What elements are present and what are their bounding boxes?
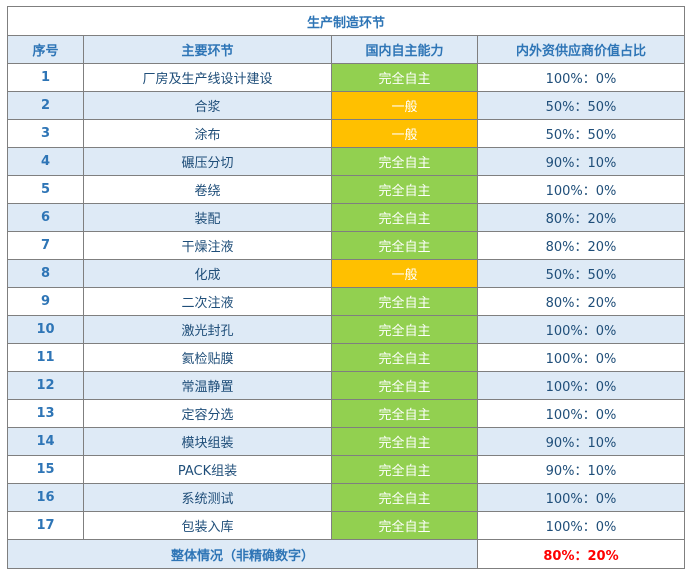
table-header-row: 序号 主要环节 国内自主能力 内外资供应商价值占比	[7, 35, 686, 64]
cell-ability: 一般	[331, 259, 478, 288]
cell-step: 定容分选	[83, 399, 332, 428]
cell-no: 7	[7, 231, 84, 260]
cell-ability: 完全自主	[331, 483, 478, 512]
cell-ability: 完全自主	[331, 343, 478, 372]
cell-ratio: 100%：0%	[476, 343, 686, 372]
cell-no: 6	[7, 203, 84, 232]
cell-no: 14	[7, 427, 84, 456]
cell-step: 系统测试	[83, 483, 332, 512]
table-row: 8 化成 一般 50%：50%	[7, 259, 686, 288]
table-row: 12 常温静置 完全自主 100%：0%	[7, 371, 686, 400]
cell-ability: 完全自主	[331, 455, 478, 484]
cell-no: 16	[7, 483, 84, 512]
cell-ability: 完全自主	[331, 147, 478, 176]
cell-step: 氦检贴膜	[83, 343, 332, 372]
cell-step: 二次注液	[83, 287, 332, 316]
table-row: 13 定容分选 完全自主 100%：0%	[7, 399, 686, 428]
table-row: 4 碾压分切 完全自主 90%：10%	[7, 147, 686, 176]
cell-ratio: 80%：20%	[476, 203, 686, 232]
cell-no: 12	[7, 371, 84, 400]
cell-step: 厂房及生产线设计建设	[83, 63, 332, 92]
cell-ratio: 50%：50%	[476, 91, 686, 120]
cell-no: 3	[7, 119, 84, 148]
cell-no: 17	[7, 511, 84, 540]
cell-ratio: 100%：0%	[476, 175, 686, 204]
cell-ratio: 100%：0%	[476, 511, 686, 540]
table-row: 16 系统测试 完全自主 100%：0%	[7, 483, 686, 512]
table-title: 生产制造环节	[6, 6, 686, 36]
cell-ability: 完全自主	[331, 231, 478, 260]
cell-step: 干燥注液	[83, 231, 332, 260]
cell-ratio: 100%：0%	[476, 63, 686, 92]
table-row: 15 PACK组装 完全自主 90%：10%	[7, 455, 686, 484]
table-row: 11 氦检贴膜 完全自主 100%：0%	[7, 343, 686, 372]
table-row: 9 二次注液 完全自主 80%：20%	[7, 287, 686, 316]
cell-ratio: 50%：50%	[476, 259, 686, 288]
cell-step: 包装入库	[83, 511, 332, 540]
cell-step: 常温静置	[83, 371, 332, 400]
cell-ratio: 90%：10%	[476, 427, 686, 456]
cell-no: 15	[7, 455, 84, 484]
cell-ratio: 80%：20%	[476, 287, 686, 316]
cell-ability: 完全自主	[331, 511, 478, 540]
header-no: 序号	[7, 35, 84, 64]
header-ability: 国内自主能力	[331, 35, 478, 64]
cell-ability: 一般	[331, 91, 478, 120]
cell-ratio: 100%：0%	[476, 483, 686, 512]
total-label: 整体情况（非精确数字）	[7, 539, 478, 569]
cell-ability: 完全自主	[331, 399, 478, 428]
table-row: 14 模块组装 完全自主 90%：10%	[7, 427, 686, 456]
cell-ratio: 100%：0%	[476, 315, 686, 344]
table-row: 10 激光封孔 完全自主 100%：0%	[7, 315, 686, 344]
cell-no: 9	[7, 287, 84, 316]
cell-step: 碾压分切	[83, 147, 332, 176]
cell-ability: 完全自主	[331, 63, 478, 92]
cell-ability: 完全自主	[331, 371, 478, 400]
cell-ratio: 90%：10%	[476, 455, 686, 484]
cell-ability: 完全自主	[331, 427, 478, 456]
cell-ability: 完全自主	[331, 315, 478, 344]
cell-ratio: 80%：20%	[476, 231, 686, 260]
cell-ratio: 100%：0%	[476, 399, 686, 428]
cell-no: 13	[7, 399, 84, 428]
cell-no: 8	[7, 259, 84, 288]
cell-no: 1	[7, 63, 84, 92]
cell-ability: 完全自主	[331, 203, 478, 232]
table-row: 3 涂布 一般 50%：50%	[7, 119, 686, 148]
cell-no: 2	[7, 91, 84, 120]
cell-no: 10	[7, 315, 84, 344]
cell-no: 4	[7, 147, 84, 176]
table-row: 7 干燥注液 完全自主 80%：20%	[7, 231, 686, 260]
table-row: 1 厂房及生产线设计建设 完全自主 100%：0%	[7, 63, 686, 92]
total-row: 整体情况（非精确数字） 80%：20%	[7, 539, 686, 569]
cell-ratio: 100%：0%	[476, 371, 686, 400]
header-step: 主要环节	[83, 35, 332, 64]
cell-step: 化成	[83, 259, 332, 288]
cell-ability: 完全自主	[331, 175, 478, 204]
cell-no: 5	[7, 175, 84, 204]
header-ratio: 内外资供应商价值占比	[476, 35, 686, 64]
production-table: 生产制造环节 序号 主要环节 国内自主能力 内外资供应商价值占比 1 厂房及生产线…	[6, 6, 686, 569]
cell-no: 11	[7, 343, 84, 372]
cell-step: 涂布	[83, 119, 332, 148]
table-row: 17 包装入库 完全自主 100%：0%	[7, 511, 686, 540]
cell-step: PACK组装	[83, 455, 332, 484]
cell-step: 合浆	[83, 91, 332, 120]
cell-ability: 完全自主	[331, 287, 478, 316]
table-title-row: 生产制造环节	[6, 6, 686, 36]
table-row: 2 合浆 一般 50%：50%	[7, 91, 686, 120]
cell-step: 激光封孔	[83, 315, 332, 344]
cell-step: 模块组装	[83, 427, 332, 456]
table-row: 5 卷绕 完全自主 100%：0%	[7, 175, 686, 204]
cell-ratio: 50%：50%	[476, 119, 686, 148]
cell-step: 装配	[83, 203, 332, 232]
cell-step: 卷绕	[83, 175, 332, 204]
cell-ability: 一般	[331, 119, 478, 148]
total-value: 80%：20%	[476, 539, 686, 569]
cell-ratio: 90%：10%	[476, 147, 686, 176]
table-row: 6 装配 完全自主 80%：20%	[7, 203, 686, 232]
